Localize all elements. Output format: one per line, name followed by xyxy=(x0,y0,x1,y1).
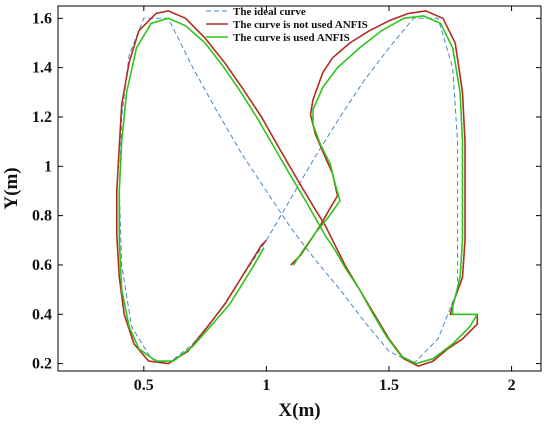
y-tick-label: 1.2 xyxy=(32,109,52,126)
series-ideal-curve xyxy=(118,17,459,365)
y-tick-label: 1 xyxy=(44,158,52,175)
plot-area xyxy=(57,5,542,372)
x-tick-label: 2 xyxy=(508,377,516,394)
legend-label-anfis: The curve is used ANFIS xyxy=(233,32,350,44)
y-tick-label: 0.8 xyxy=(32,208,52,225)
legend-label-ideal: The ideal curve xyxy=(233,6,306,18)
x-axis-label: X(m) xyxy=(278,400,320,421)
series-layer xyxy=(116,10,479,367)
y-tick-label: 0.6 xyxy=(32,257,52,274)
legend-label-not-anfis: The curve is not used ANFIS xyxy=(233,19,368,31)
x-tick-label: 0.5 xyxy=(134,377,154,394)
legend-entry-anfis: The curve is used ANFIS xyxy=(206,32,350,44)
y-tick-label: 1.4 xyxy=(32,60,52,77)
x-tick-label: 1.5 xyxy=(379,377,399,394)
y-tick-label: 0.2 xyxy=(32,356,52,373)
series-anfis xyxy=(118,15,479,365)
y-tick-label: 1.6 xyxy=(32,10,52,27)
y-tick-label: 0.4 xyxy=(32,306,52,323)
y-axis: 0.2 0.4 0.6 0.8 1 1.2 1.4 1.6 xyxy=(32,10,541,373)
y-axis-label: Y(m) xyxy=(1,167,22,209)
plot-frame xyxy=(57,5,542,372)
x-axis: 0.5 1 1.5 2 xyxy=(134,6,516,394)
legend: The ideal curve The curve is not used AN… xyxy=(206,6,368,44)
x-tick-label: 1 xyxy=(262,377,270,394)
legend-entry-ideal: The ideal curve xyxy=(206,6,306,18)
legend-entry-not-anfis: The curve is not used ANFIS xyxy=(206,19,368,31)
